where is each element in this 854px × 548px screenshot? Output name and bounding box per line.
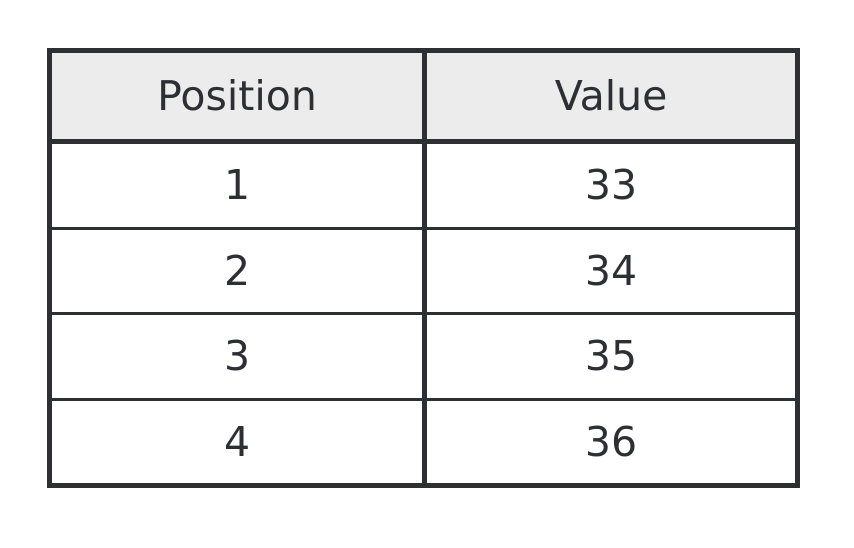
column-header-value: Value: [424, 53, 795, 144]
table-row: 2 34: [52, 228, 795, 315]
cell-position: 3: [52, 313, 427, 401]
data-table-container: Position Value 1 33 2 34 3 35 4 36: [47, 48, 800, 488]
table-header-row: Position Value: [52, 53, 795, 144]
cell-value: 36: [584, 417, 638, 466]
cell-position: 1: [52, 141, 427, 230]
cell-position: 4: [52, 399, 427, 483]
table-row: 3 35: [52, 313, 795, 401]
cell-value: 33: [424, 141, 795, 230]
table-row: 1 33: [52, 141, 795, 230]
column-header-position: Position: [52, 53, 427, 144]
cell-position: 2: [52, 228, 427, 315]
position-value-table: Position Value 1 33 2 34 3 35 4 36: [52, 53, 795, 483]
table-row: 4 36: [52, 399, 795, 483]
cell-value: 35: [424, 313, 795, 401]
cell-value: 34: [424, 228, 795, 315]
